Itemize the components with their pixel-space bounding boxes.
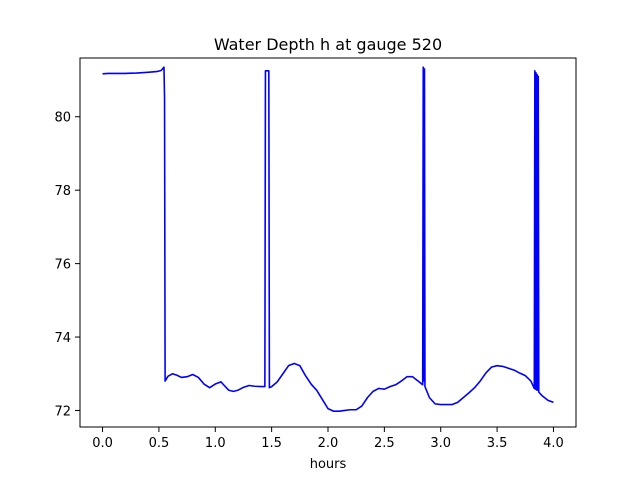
y-axis-ticks: 72 74 76 78 80	[54, 111, 80, 419]
series-line-0	[102, 66, 554, 413]
y-tick-label: 74	[54, 331, 71, 346]
x-tick-label: 4.0	[543, 436, 564, 451]
x-tick-label: 1.5	[261, 436, 282, 451]
plot-area	[102, 66, 554, 413]
x-tick-label: 0.0	[92, 436, 113, 451]
chart-title: Water Depth h at gauge 520	[214, 35, 442, 54]
x-tick-label: 2.0	[318, 436, 339, 451]
x-tick-label: 2.5	[374, 436, 395, 451]
x-axis-label: hours	[310, 457, 347, 472]
x-tick-label: 3.5	[487, 436, 508, 451]
y-tick-label: 80	[54, 111, 71, 126]
x-tick-label: 3.0	[430, 436, 451, 451]
x-tick-label: 0.5	[149, 436, 170, 451]
plot-frame	[79, 57, 577, 428]
y-tick-label: 72	[54, 404, 71, 419]
x-tick-label: 1.0	[205, 436, 226, 451]
y-tick-label: 76	[54, 258, 71, 273]
x-axis-ticks: 0.0 0.5 1.0 1.5 2.0 2.5 3.0 3.5 4.0	[92, 427, 564, 451]
y-tick-label: 78	[54, 184, 71, 199]
